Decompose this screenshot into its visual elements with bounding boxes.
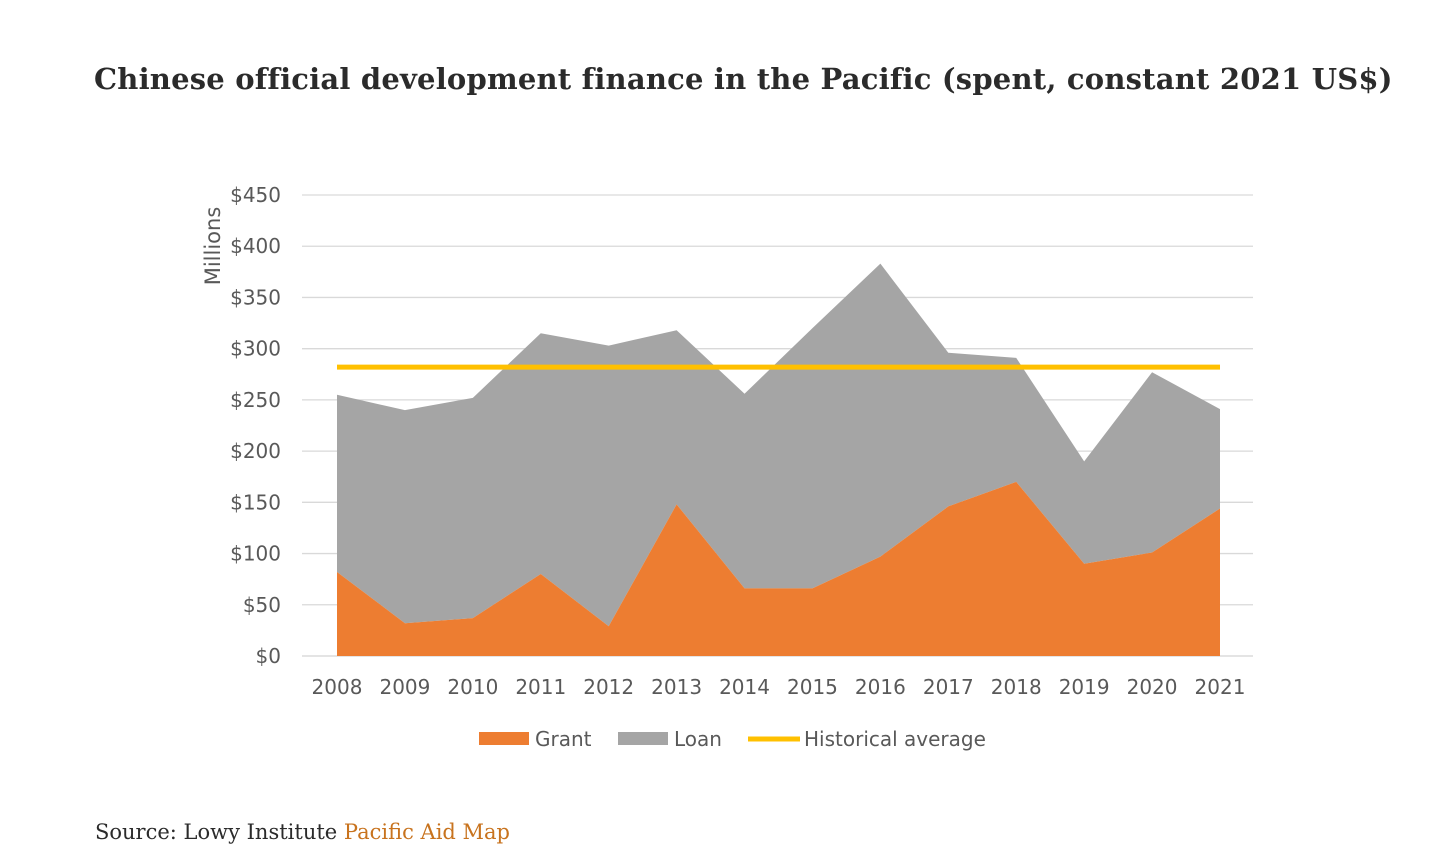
x-tick-label: 2010 (447, 675, 498, 699)
x-tick-label: 2021 (1195, 675, 1246, 699)
legend-item-loan: Loan (618, 727, 722, 751)
x-tick-label: 2014 (719, 675, 770, 699)
x-tick-label: 2008 (312, 675, 363, 699)
grant-area (337, 481, 1220, 656)
legend-item-grant: Grant (479, 727, 592, 751)
legend-label-historical-average: Historical average (804, 727, 986, 751)
y-tick-label: $0 (256, 644, 281, 668)
x-tick-label: 2019 (1059, 675, 1110, 699)
legend-label-grant: Grant (535, 727, 592, 751)
x-tick-label: 2016 (855, 675, 906, 699)
chart-title: Chinese official development finance in … (94, 62, 1393, 96)
y-tick-label: $150 (230, 490, 281, 514)
loan-area (337, 263, 1220, 627)
y-tick-label: $100 (230, 542, 281, 566)
x-tick-label: 2017 (923, 675, 974, 699)
x-tick-label: 2015 (787, 675, 838, 699)
y-tick-label: $400 (230, 234, 281, 258)
y-tick-label: $250 (230, 388, 281, 412)
x-tick-label: 2009 (379, 675, 430, 699)
y-axis-ticks: $0 $50 $100 $150 $200 $250 $300 $350 $400 $450 (230, 183, 281, 668)
y-axis-title: Millions (201, 207, 225, 286)
legend-item-historical-average: Historical average (748, 727, 986, 751)
y-tick-label: $350 (230, 285, 281, 309)
legend-swatch-grant (479, 732, 529, 745)
y-tick-label: $450 (230, 183, 281, 207)
source-prefix: Source: Lowy Institute (95, 820, 338, 844)
x-axis-ticks: 2008 2009 2010 2011 2012 2013 2014 2015 2016 2017… (312, 675, 1246, 699)
x-tick-label: 2020 (1127, 675, 1178, 699)
legend-label-loan: Loan (674, 727, 722, 751)
plot-areas (337, 263, 1220, 656)
x-tick-label: 2012 (583, 675, 634, 699)
y-tick-label: $200 (230, 439, 281, 463)
legend: Grant Loan Historical average (479, 727, 986, 751)
y-tick-label: $50 (243, 593, 281, 617)
source-note: Source: Lowy Institute Pacific Aid Map (95, 820, 510, 844)
legend-swatch-loan (618, 732, 668, 745)
source-link[interactable]: Pacific Aid Map (343, 820, 510, 844)
x-tick-label: 2018 (991, 675, 1042, 699)
x-tick-label: 2011 (515, 675, 566, 699)
y-tick-label: $300 (230, 337, 281, 361)
x-tick-label: 2013 (651, 675, 702, 699)
